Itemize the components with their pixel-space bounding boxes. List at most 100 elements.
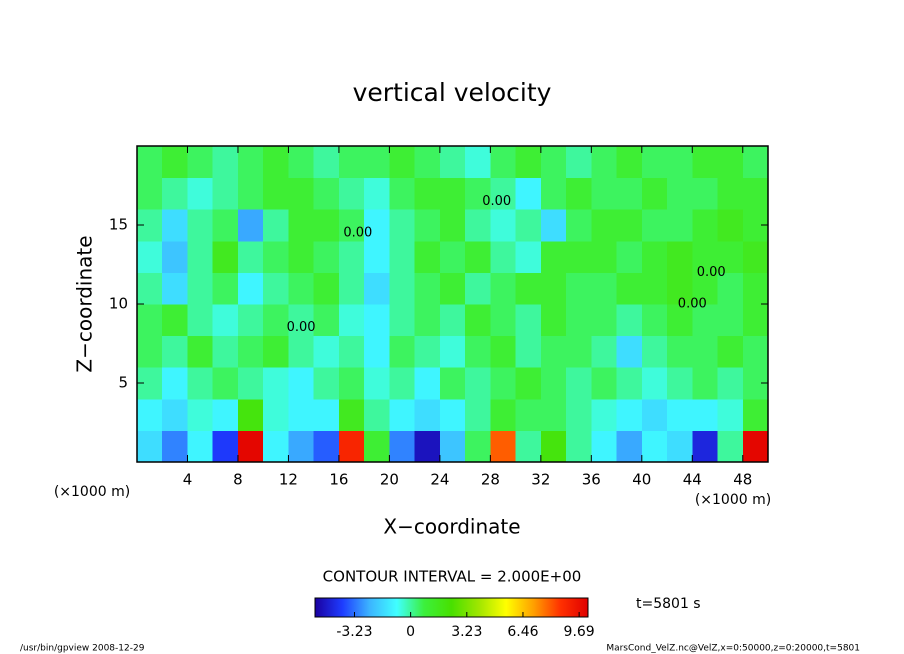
heatmap-cell xyxy=(288,146,315,179)
heatmap-cell xyxy=(389,209,416,242)
heatmap-cell xyxy=(263,304,289,337)
heatmap-cell xyxy=(364,398,390,431)
heatmap-cell xyxy=(414,367,441,400)
heatmap-cell xyxy=(237,430,264,463)
heatmap-cell xyxy=(414,398,441,431)
x-tick-label: 36 xyxy=(582,471,601,489)
heatmap-cell xyxy=(591,209,618,242)
x-tick-label: 28 xyxy=(481,471,500,489)
heatmap-cell xyxy=(717,146,744,179)
x-tick-label: 44 xyxy=(683,471,702,489)
heatmap-cell xyxy=(263,367,289,400)
heatmap-cell xyxy=(591,240,618,273)
heatmap-cell xyxy=(263,209,289,242)
heatmap-cell xyxy=(465,304,491,337)
heatmap-cell xyxy=(540,304,567,337)
heatmap-cell xyxy=(162,398,188,431)
heatmap-cell xyxy=(137,146,163,179)
heatmap-cell xyxy=(137,272,163,305)
contour-label: 0.00 xyxy=(678,297,707,312)
heatmap-cell xyxy=(237,367,264,400)
heatmap-cell xyxy=(187,430,214,463)
heatmap xyxy=(137,146,769,463)
heatmap-cell xyxy=(288,430,315,463)
y-tick-label: 5 xyxy=(118,374,128,392)
heatmap-cell xyxy=(465,209,491,242)
heatmap-cell xyxy=(591,272,618,305)
heatmap-cell xyxy=(439,398,466,431)
heatmap-cell xyxy=(692,272,719,305)
heatmap-cell xyxy=(641,367,668,400)
heatmap-cell xyxy=(338,240,365,273)
heatmap-cell xyxy=(338,146,365,179)
heatmap-cell xyxy=(439,430,466,463)
heatmap-cell xyxy=(540,335,567,368)
heatmap-cell xyxy=(515,398,542,431)
x-tick-label: 4 xyxy=(183,471,193,489)
y-tick-label: 10 xyxy=(109,295,128,313)
heatmap-cell xyxy=(162,146,188,179)
heatmap-cell xyxy=(692,398,719,431)
heatmap-cell xyxy=(237,335,264,368)
heatmap-cell xyxy=(616,209,643,242)
heatmap-cell xyxy=(540,146,567,179)
heatmap-cell xyxy=(490,335,517,368)
heatmap-cell xyxy=(288,177,315,210)
heatmap-cell xyxy=(566,304,592,337)
heatmap-cell xyxy=(288,240,315,273)
heatmap-cell xyxy=(540,272,567,305)
heatmap-cell xyxy=(338,335,365,368)
heatmap-cell xyxy=(667,430,693,463)
heatmap-cell xyxy=(667,177,693,210)
heatmap-cell xyxy=(540,240,567,273)
contour-interval: CONTOUR INTERVAL = 2.000E+00 xyxy=(323,568,582,586)
heatmap-cell xyxy=(237,272,264,305)
heatmap-cell xyxy=(338,367,365,400)
heatmap-cell xyxy=(717,209,744,242)
heatmap-cell xyxy=(364,430,390,463)
heatmap-cell xyxy=(439,209,466,242)
heatmap-cell xyxy=(667,304,693,337)
heatmap-cell xyxy=(566,335,592,368)
heatmap-cell xyxy=(237,177,264,210)
heatmap-cell xyxy=(717,430,744,463)
heatmap-cell xyxy=(237,304,264,337)
heatmap-cell xyxy=(465,398,491,431)
heatmap-cell xyxy=(263,240,289,273)
heatmap-cell xyxy=(263,146,289,179)
heatmap-cell xyxy=(313,146,340,179)
heatmap-cell xyxy=(439,272,466,305)
heatmap-cell xyxy=(692,146,719,179)
x-tick-label: 40 xyxy=(632,471,651,489)
heatmap-cell xyxy=(591,430,618,463)
heatmap-cell xyxy=(313,335,340,368)
heatmap-cell xyxy=(414,146,441,179)
heatmap-cell xyxy=(389,304,416,337)
x-tick-label: 32 xyxy=(531,471,550,489)
heatmap-cell xyxy=(389,430,416,463)
heatmap-cell xyxy=(692,430,719,463)
heatmap-cell xyxy=(364,209,390,242)
heatmap-cell xyxy=(566,367,592,400)
heatmap-cell xyxy=(313,209,340,242)
heatmap-cell xyxy=(490,398,517,431)
heatmap-cell xyxy=(641,398,668,431)
heatmap-cell xyxy=(439,240,466,273)
heatmap-cell xyxy=(742,304,769,337)
heatmap-cell xyxy=(338,398,365,431)
heatmap-cell xyxy=(187,146,214,179)
heatmap-cell xyxy=(364,335,390,368)
heatmap-cell xyxy=(515,304,542,337)
heatmap-cell xyxy=(742,240,769,273)
heatmap-cell xyxy=(313,367,340,400)
heatmap-cell xyxy=(641,430,668,463)
heatmap-cell xyxy=(237,398,264,431)
heatmap-cell xyxy=(162,367,188,400)
heatmap-cell xyxy=(137,335,163,368)
heatmap-cell xyxy=(389,272,416,305)
heatmap-cell xyxy=(212,398,239,431)
heatmap-cell xyxy=(237,240,264,273)
y-axis-title: Z−coordinate xyxy=(73,235,97,372)
heatmap-cell xyxy=(465,146,491,179)
heatmap-cell xyxy=(540,398,567,431)
